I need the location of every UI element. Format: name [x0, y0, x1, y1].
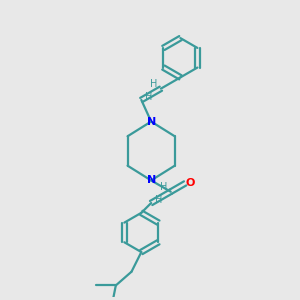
- Text: O: O: [186, 178, 195, 188]
- Text: H: H: [150, 79, 157, 89]
- Text: H: H: [160, 182, 167, 192]
- Text: N: N: [146, 116, 156, 127]
- Text: H: H: [145, 92, 152, 102]
- Text: N: N: [146, 176, 156, 185]
- Text: H: H: [155, 195, 162, 205]
